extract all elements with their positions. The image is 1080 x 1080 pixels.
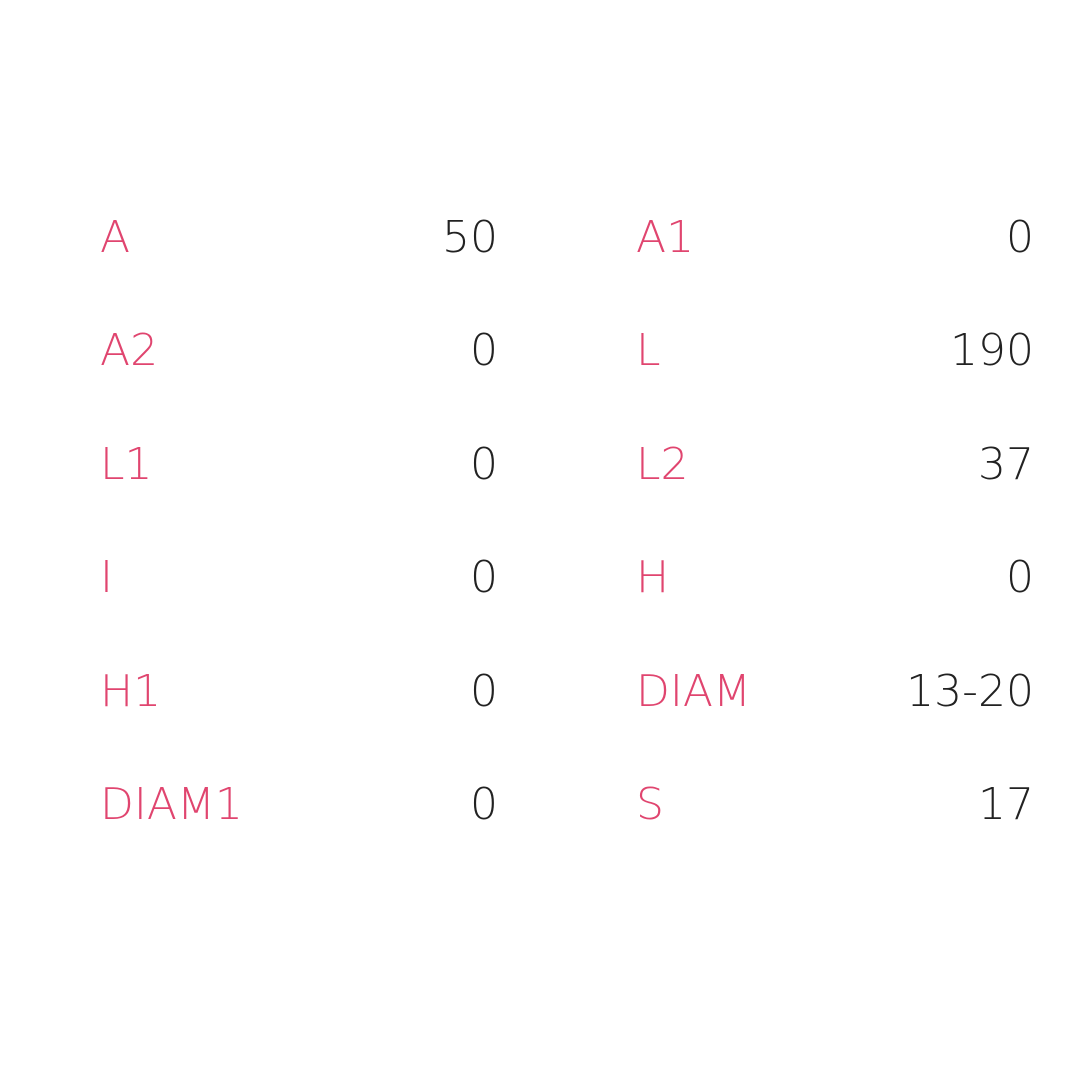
- spec-value: 0: [470, 325, 498, 377]
- spec-label: L1: [100, 438, 153, 490]
- spec-value: 0: [470, 438, 498, 490]
- spec-label: I: [100, 552, 113, 604]
- spec-value: 0: [1006, 552, 1034, 604]
- spec-table: A 50 A1 0 A2 0 L 190 L1 0 L2 37 I 0 H 0 H1 0 DIAM 13-20 DIAM…: [100, 210, 1034, 890]
- spec-row: H1 0: [100, 664, 498, 777]
- spec-row: S 17: [636, 777, 1034, 890]
- spec-label: S: [636, 778, 664, 830]
- spec-label: H: [636, 552, 670, 604]
- spec-row: L 190: [636, 323, 1034, 436]
- spec-value: 0: [470, 552, 498, 604]
- spec-label: A1: [636, 212, 695, 263]
- spec-row: L2 37: [636, 437, 1034, 550]
- spec-value: 190: [950, 325, 1034, 377]
- spec-label: A: [100, 212, 131, 263]
- spec-value: 0: [1006, 212, 1034, 263]
- spec-label: L2: [636, 438, 689, 490]
- spec-row: DIAM 13-20: [636, 664, 1034, 777]
- spec-row: A 50: [100, 210, 498, 323]
- spec-value: 13-20: [906, 665, 1034, 717]
- spec-row: A1 0: [636, 210, 1034, 323]
- spec-value: 37: [978, 438, 1034, 490]
- spec-value: 17: [978, 778, 1034, 830]
- spec-label: DIAM: [636, 665, 751, 717]
- spec-row: DIAM1 0: [100, 777, 498, 890]
- spec-label: DIAM1: [100, 778, 243, 830]
- spec-row: A2 0: [100, 323, 498, 436]
- spec-label: L: [636, 325, 661, 377]
- spec-value: 50: [442, 212, 498, 263]
- spec-value: 0: [470, 778, 498, 830]
- spec-value: 0: [470, 665, 498, 717]
- spec-label: A2: [100, 325, 159, 377]
- spec-row: L1 0: [100, 437, 498, 550]
- spec-label: H1: [100, 665, 162, 717]
